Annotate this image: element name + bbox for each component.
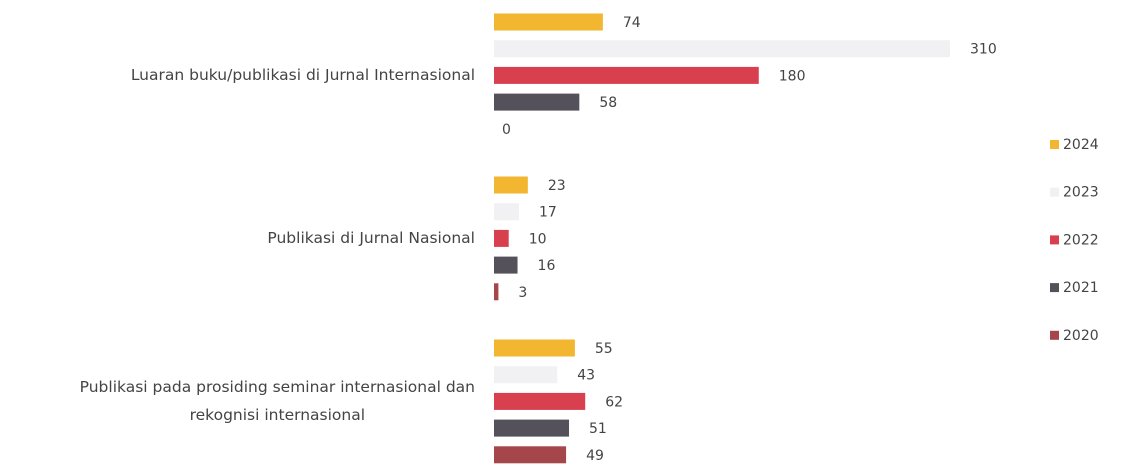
value-label: 0	[502, 122, 511, 138]
bar	[494, 93, 580, 111]
value-label: 49	[586, 448, 604, 464]
category-label: Luaran buku/publikasi di Jurnal Internas…	[130, 66, 475, 85]
category-label: Publikasi di Jurnal Nasional	[267, 229, 475, 248]
value-label: 3	[518, 285, 527, 301]
value-label: 16	[538, 258, 556, 274]
legend-label: 2020	[1063, 328, 1099, 344]
legend-swatch	[1050, 283, 1059, 293]
legend-label: 2024	[1063, 137, 1099, 153]
legend-swatch	[1050, 187, 1059, 197]
value-label: 51	[589, 421, 607, 437]
legend-swatch	[1050, 140, 1059, 149]
value-label: 55	[595, 341, 613, 357]
value-label: 23	[548, 178, 566, 194]
bar	[494, 229, 509, 247]
value-label: 62	[605, 394, 623, 410]
bar	[494, 66, 759, 84]
bar	[494, 40, 950, 58]
value-label: 58	[599, 95, 617, 111]
value-label: 17	[539, 205, 557, 221]
legend-label: 2022	[1063, 232, 1099, 248]
bar	[494, 446, 567, 464]
legend-swatch	[1050, 330, 1059, 340]
value-label: 10	[529, 231, 547, 247]
legend-label: 2021	[1063, 280, 1099, 296]
bar	[494, 176, 528, 194]
bar	[494, 366, 558, 384]
value-label: 43	[577, 368, 595, 384]
legend-swatch	[1050, 235, 1059, 245]
value-label: 180	[779, 68, 806, 84]
bar	[494, 283, 499, 301]
legend-label: 2023	[1063, 185, 1099, 201]
bar	[494, 339, 575, 357]
bar	[494, 13, 603, 31]
bar	[494, 203, 520, 221]
value-label: 310	[970, 42, 997, 58]
bar	[494, 256, 518, 274]
category-label: Publikasi pada prosiding seminar interna…	[79, 378, 475, 425]
value-label: 74	[623, 15, 641, 31]
bar	[494, 392, 586, 410]
bar	[494, 419, 570, 437]
